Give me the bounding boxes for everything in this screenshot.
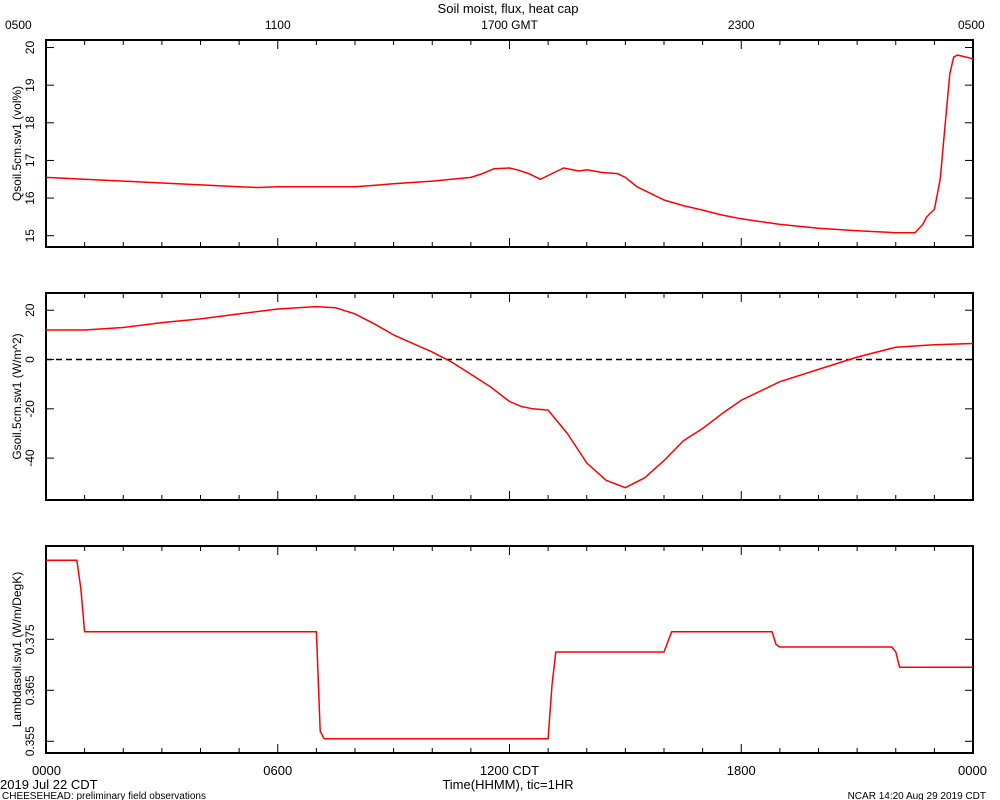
- panel-frame: [45, 39, 974, 248]
- bottom-axis-ticks: 0000 0600 1200 CDT 1800 0000: [32, 763, 987, 778]
- bottom-tick-label: 0000: [32, 763, 61, 778]
- panel-ticks: 15 16 17 18 19 20: [23, 40, 973, 247]
- series-line: [46, 559, 973, 740]
- panel-ticks: 0.355 0.365 0.375: [23, 546, 973, 756]
- top-tick-label: 0500: [958, 18, 985, 32]
- panel-series: [46, 305, 974, 489]
- chart-title: Soil moist, flux, heat cap: [438, 1, 579, 16]
- top-tick-label: 1700 GMT: [481, 18, 538, 32]
- y-tick-label: 20: [23, 303, 37, 317]
- y-tick-label: 0.375: [23, 624, 37, 654]
- panel-soil-heat-flux: -40 -20 0 20 Gsoil.5cm.sw1 (W/m^2): [10, 292, 974, 501]
- y-tick-label: 15: [23, 229, 37, 243]
- y-tick-label: 18: [23, 116, 37, 130]
- series-line: [45, 54, 974, 234]
- y-tick-label: 19: [23, 78, 37, 92]
- panel-series: [46, 559, 973, 740]
- panel-frame: [45, 545, 974, 754]
- panel-ticks: -40 -20 0 20: [23, 293, 973, 500]
- y-tick-label: 0: [23, 356, 37, 363]
- date-label: 2019 Jul 22 CDT: [0, 777, 98, 792]
- y-tick-label: 0.365: [23, 675, 37, 705]
- y-tick-label: 20: [23, 41, 37, 55]
- y-tick-label: 0.355: [23, 726, 37, 756]
- top-axis-ticks: 0500 1100 1700 GMT 2300 0500: [5, 18, 985, 32]
- top-tick-label: 1100: [265, 18, 291, 32]
- x-axis-label: Time(HHMM), tic=1HR: [442, 777, 573, 792]
- y-axis-label: Lambdasoil.sw1 (W/m/DegK): [10, 572, 24, 727]
- footer-right: NCAR 14:20 Aug 29 2019 CDT: [848, 791, 986, 800]
- y-tick-label: 17: [23, 153, 37, 167]
- footer-left: CHEESEHEAD: preliminary field observatio…: [2, 791, 206, 800]
- y-tick-label: -20: [23, 400, 37, 418]
- panel-soil-moisture: 15 16 17 18 19 20 Qsoil.5cm.sw1 (vol%): [10, 39, 974, 248]
- y-tick-label: -40: [23, 449, 37, 467]
- y-tick-label: 16: [23, 191, 37, 205]
- bottom-tick-label: 0000: [958, 763, 987, 778]
- panel-series: [45, 54, 974, 234]
- series-line: [46, 305, 974, 489]
- y-axis-label: Gsoil.5cm.sw1 (W/m^2): [10, 333, 24, 459]
- bottom-tick-label: 0600: [263, 763, 292, 778]
- panel-frame: [45, 292, 974, 501]
- y-axis-label: Qsoil.5cm.sw1 (vol%): [10, 86, 24, 201]
- top-tick-label: 2300: [728, 18, 755, 32]
- bottom-tick-label: 1800: [727, 763, 756, 778]
- top-tick-label: 0500: [5, 18, 32, 32]
- panel-thermal-conductivity: 0.355 0.365 0.375 Lambdasoil.sw1 (W/m/DegK…: [10, 545, 974, 756]
- bottom-tick-label: 1200 CDT: [480, 763, 539, 778]
